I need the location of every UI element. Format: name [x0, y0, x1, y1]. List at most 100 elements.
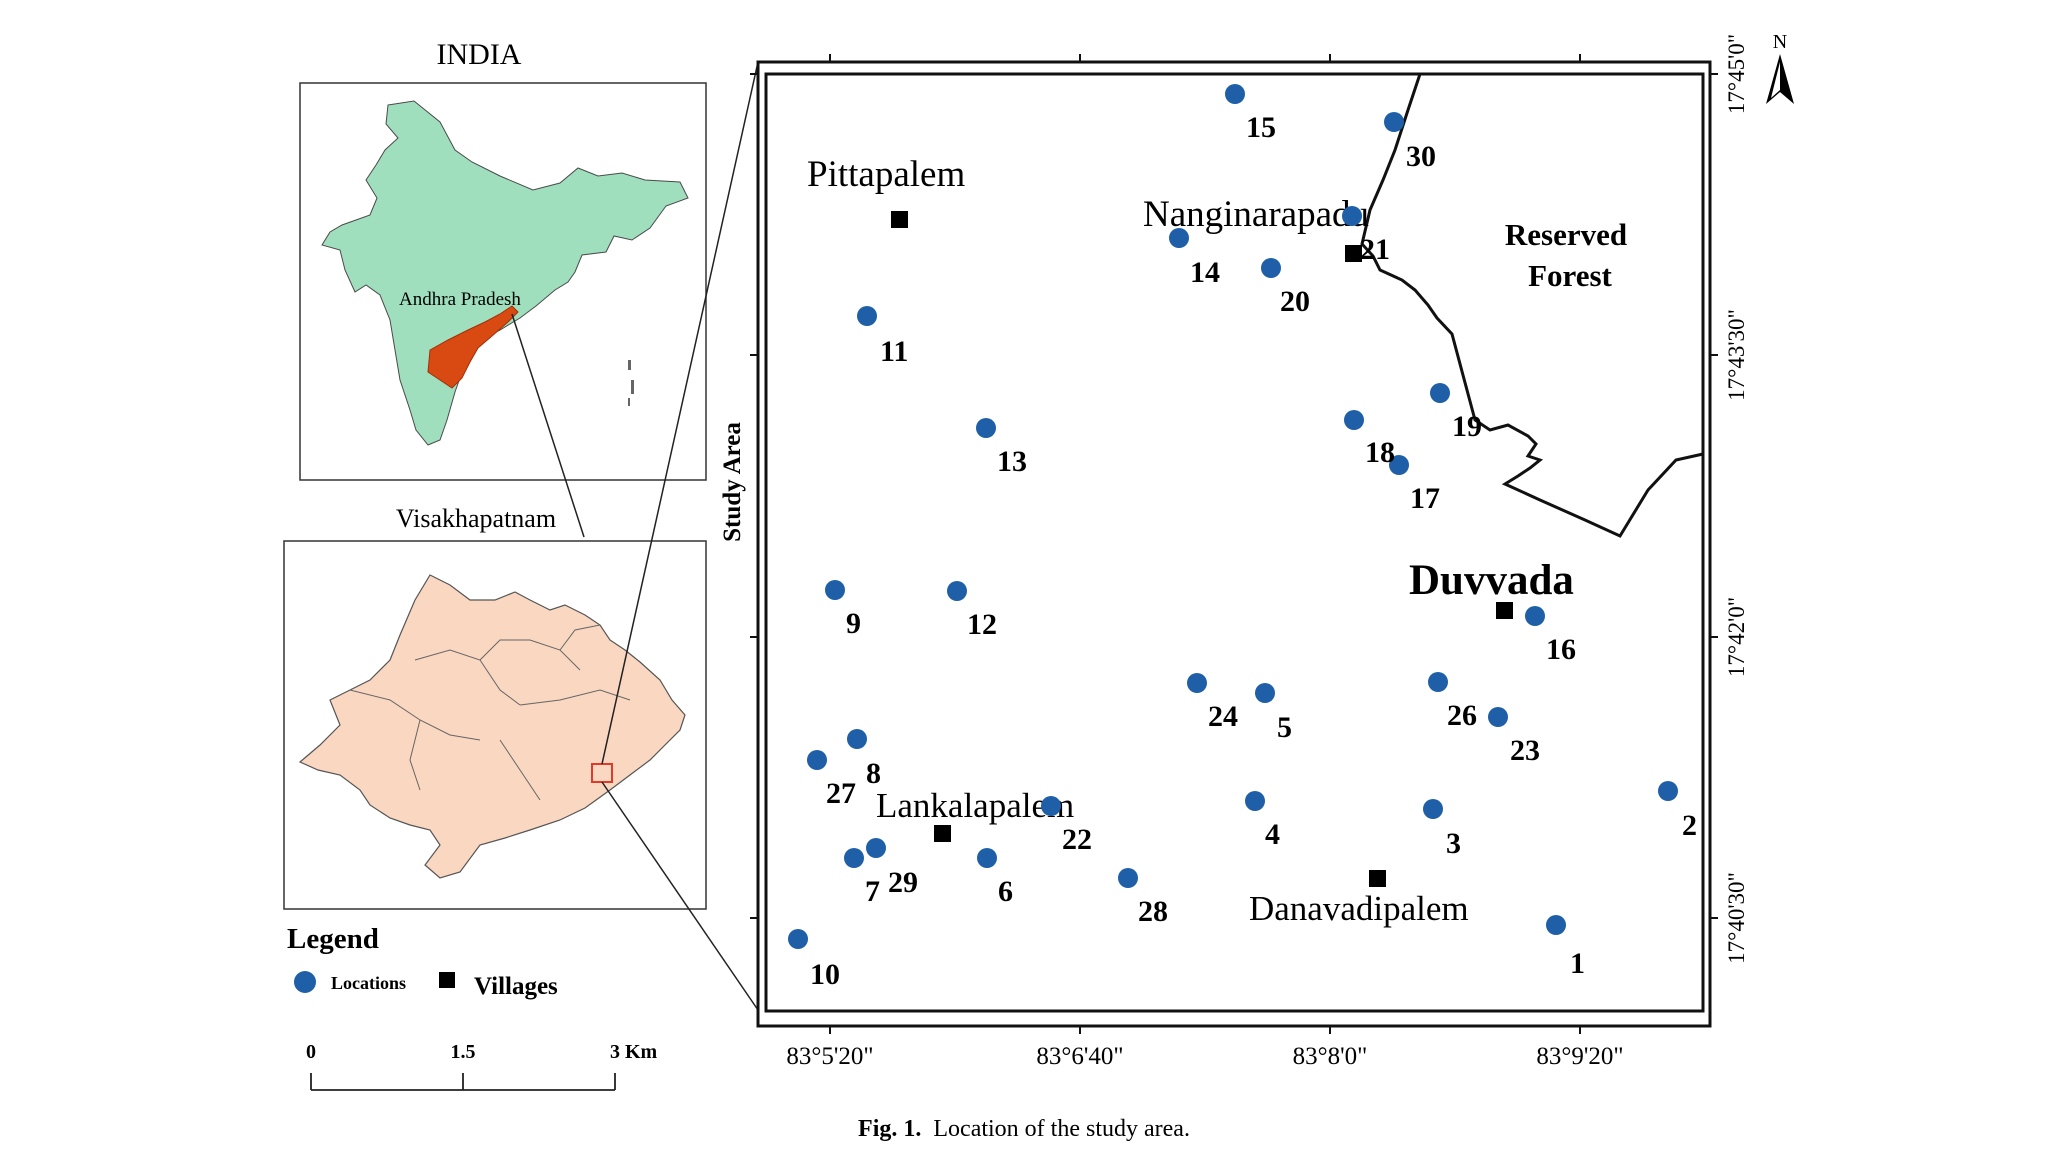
location-label: 21: [1360, 233, 1390, 266]
location-point: [1169, 228, 1189, 248]
location-point: [1384, 112, 1404, 132]
location-label: 7: [865, 875, 880, 908]
village-marker: [891, 211, 908, 228]
location-label: 9: [846, 607, 861, 640]
village-marker: [1496, 602, 1513, 619]
india-to-district-connector: [511, 313, 585, 538]
location-point: [977, 848, 997, 868]
location-point: [807, 750, 827, 770]
y-tick-label: 17°42'0": [1724, 597, 1749, 677]
location-label: 1: [1570, 947, 1585, 980]
location-label: 16: [1546, 633, 1576, 666]
location-point: [857, 306, 877, 326]
study-area-outer-frame: [756, 60, 1712, 1028]
district-title: Visakhapatnam: [396, 504, 556, 533]
location-point: [1344, 410, 1364, 430]
location-point: [1187, 673, 1207, 693]
location-label: 3: [1446, 827, 1461, 860]
location-point: [1428, 672, 1448, 692]
village-label: Pittapalem: [807, 154, 965, 195]
location-point: [1342, 206, 1362, 226]
location-point: [788, 929, 808, 949]
north-arrow-highlight: [1771, 62, 1780, 98]
location-point: [1041, 796, 1061, 816]
location-point: [947, 581, 967, 601]
india-title: INDIA: [437, 38, 522, 71]
location-point: [1423, 799, 1443, 819]
location-label: 28: [1138, 895, 1168, 928]
islands: [628, 360, 634, 406]
location-label: 13: [997, 445, 1027, 478]
location-label: 14: [1190, 256, 1220, 289]
location-point: [1658, 781, 1678, 801]
location-point: [1430, 383, 1450, 403]
location-label: 27: [826, 777, 856, 810]
location-point: [847, 729, 867, 749]
location-point: [1389, 455, 1409, 475]
location-labels: 1 2 3 4 5 6 7 8 9 10 11 12 13 14 15 16 1…: [810, 111, 1697, 991]
location-label: 23: [1510, 734, 1540, 767]
study-area-inner-frame: [764, 72, 1705, 1013]
location-label: 15: [1246, 111, 1276, 144]
legend-title: Legend: [287, 923, 379, 955]
location-label: 30: [1406, 140, 1436, 173]
location-label: 26: [1447, 699, 1477, 732]
study-area-label: Study Area: [719, 422, 746, 542]
location-label: 17: [1410, 482, 1440, 515]
location-point: [825, 580, 845, 600]
legend-locations-label: Locations: [331, 973, 406, 993]
location-label: 11: [880, 335, 908, 368]
location-point: [1261, 258, 1281, 278]
x-tick-label: 83°8'0": [1293, 1043, 1368, 1070]
x-tick-label: 83°5'20": [786, 1043, 873, 1070]
location-point: [1225, 84, 1245, 104]
india-frame: [299, 82, 707, 481]
graticule-ticks: [750, 54, 1718, 1034]
location-label: 4: [1265, 818, 1280, 851]
location-label: 20: [1280, 285, 1310, 318]
north-label: N: [1773, 31, 1787, 53]
x-tick-label: 83°9'20": [1536, 1043, 1623, 1070]
caption-text: Location of the study area.: [933, 1116, 1190, 1142]
location-label: 18: [1365, 436, 1395, 469]
x-tick-label: 83°6'40": [1036, 1043, 1123, 1070]
location-label: 12: [967, 608, 997, 641]
scale-label-0: 0: [306, 1041, 316, 1063]
caption-prefix: Fig. 1.: [858, 1116, 921, 1142]
location-label: 10: [810, 958, 840, 991]
andhra-pradesh-label: Andhra Pradesh: [399, 289, 521, 310]
location-point: [1525, 606, 1545, 626]
village-label: Duvvada: [1409, 557, 1574, 604]
y-tick-label: 17°45'0": [1724, 34, 1749, 114]
scale-label-mid: 1.5: [451, 1041, 476, 1063]
y-tick-label: 17°40'30": [1724, 872, 1749, 964]
district-internal-boundaries: [349, 624, 631, 801]
location-label: 8: [866, 757, 881, 790]
location-point: [1546, 915, 1566, 935]
figure-caption: Fig. 1. Location of the study area.: [858, 1116, 1190, 1142]
location-label: 5: [1277, 711, 1292, 744]
legend-village-symbol: [439, 972, 455, 988]
district-shape: [298, 574, 686, 879]
location-label: 6: [998, 875, 1013, 908]
location-point: [844, 848, 864, 868]
village-marker: [1345, 245, 1362, 262]
location-label: 22: [1062, 823, 1092, 856]
locations-layer: [788, 84, 1678, 949]
legend-villages-label: Villages: [474, 973, 558, 1000]
location-point: [1118, 868, 1138, 888]
village-label: Danavadipalem: [1249, 889, 1469, 928]
legend-location-symbol: [294, 971, 316, 993]
village-marker: [1369, 870, 1386, 887]
villages-layer: [891, 211, 1513, 887]
location-point: [1488, 707, 1508, 727]
location-point: [1255, 683, 1275, 703]
forest-label-line1: Reserved: [1505, 217, 1627, 252]
reserved-forest-boundary: [1360, 73, 1704, 538]
y-tick-label: 17°43'30": [1724, 309, 1749, 401]
location-point: [1245, 791, 1265, 811]
scale-label-end: 3 Km: [610, 1041, 658, 1063]
scale-bar: [310, 1073, 616, 1091]
location-label: 19: [1452, 410, 1482, 443]
